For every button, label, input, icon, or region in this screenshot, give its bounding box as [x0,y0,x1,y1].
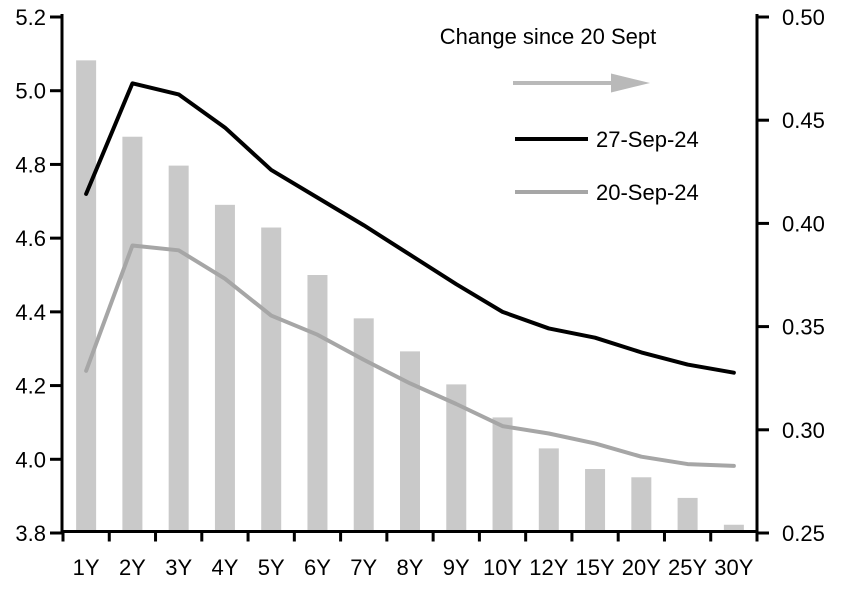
bar-15Y [585,469,606,532]
bar-12Y [538,448,559,532]
right-axis-tick-label: 0.30 [782,418,825,443]
x-axis-label-8Y: 8Y [397,555,424,580]
bar-7Y [353,318,374,532]
left-axis-tick-label: 5.0 [15,79,46,104]
right-axis-tick-label: 0.25 [782,521,825,546]
bar-8Y [400,351,420,532]
legend-label-20-sep: 20-Sep-24 [596,180,699,205]
x-axis-label-30Y: 30Y [714,555,753,580]
series-line-20-Sep-24 [84,243,736,468]
left-axis-tick-label: 4.4 [15,300,46,325]
series-line-27-Sep-24 [84,81,736,375]
bar-20Y [631,477,652,532]
right-axis-tick-label: 0.50 [782,5,825,30]
x-axis-label-10Y: 10Y [483,555,522,580]
right-axis-tick-label: 0.35 [782,315,825,340]
bar-1Y [76,60,97,532]
bar-10Y [492,417,513,532]
bar-6Y [307,275,328,532]
left-axis-tick-label: 4.8 [15,152,46,177]
right-arrow-icon [513,73,650,93]
plot-area: 5.2 5.0 4.8 4.6 4.4 4.2 4.0 3.8 0.50 0.45 0.40 0.35… [15,5,824,580]
legend-title: Change since 20 Sept [440,24,657,49]
bar-5Y [261,227,282,532]
bar-25Y [677,497,698,532]
x-axis-label-12Y: 12Y [529,555,568,580]
x-axis-label-25Y: 25Y [668,555,707,580]
x-axis-label-4Y: 4Y [211,555,238,580]
bar-4Y [214,204,235,532]
bar-2Y [122,136,143,532]
left-axis-tick-label: 5.2 [15,5,46,30]
x-axis-label-7Y: 7Y [350,555,377,580]
x-axis-label-2Y: 2Y [119,555,146,580]
chart-legend: Change since 20 Sept 27-Sep-24 20-Sep-24 [440,24,699,205]
x-axis-label-3Y: 3Y [165,555,192,580]
x-axis-label-20Y: 20Y [622,555,661,580]
x-axis-label-1Y: 1Y [73,555,100,580]
bar-3Y [168,165,189,532]
x-axis-label-9Y: 9Y [443,555,470,580]
left-axis-tick-label: 4.6 [15,226,46,251]
right-axis-tick-label: 0.45 [782,108,825,133]
bar-9Y [446,384,467,532]
left-axis-tick-label: 3.8 [15,521,46,546]
left-axis-tick-label: 4.2 [15,374,46,399]
right-axis-tick-label: 0.40 [782,211,825,236]
x-axis-label-15Y: 15Y [575,555,614,580]
x-axis-label-5Y: 5Y [258,555,285,580]
x-axis-label-6Y: 6Y [304,555,331,580]
legend-label-27-sep: 27-Sep-24 [596,127,699,152]
bar-30Y [723,524,744,532]
left-axis-tick-label: 4.0 [15,447,46,472]
